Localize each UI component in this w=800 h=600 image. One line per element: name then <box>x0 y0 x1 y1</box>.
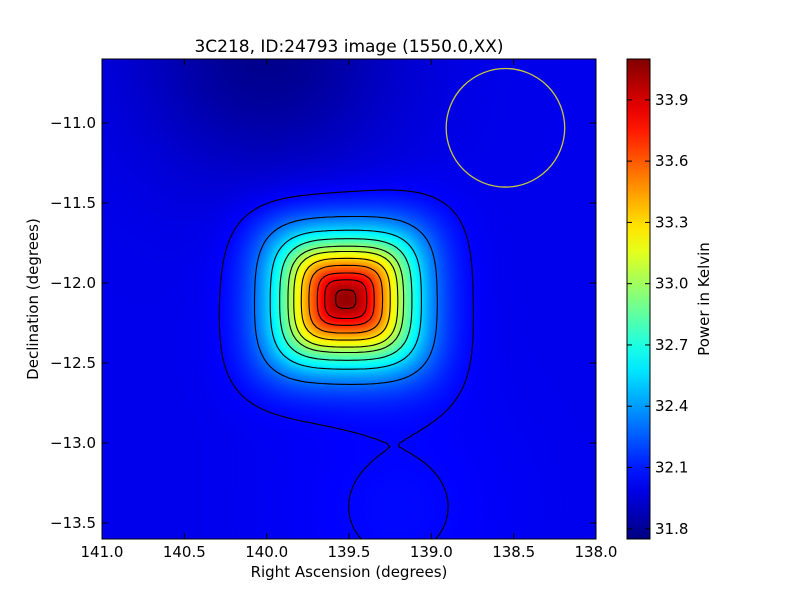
beam-circle-group <box>445 67 566 188</box>
x-tick-label: 139.5 <box>328 543 371 561</box>
contour-level-5 <box>293 250 399 348</box>
y-tick-label: −13.5 <box>50 514 96 532</box>
colorbar-tick-label: 32.7 <box>655 336 688 354</box>
colorbar-tick-label: 32.4 <box>655 397 688 415</box>
x-axis: 141.0 140.5 140.0 139.5 139.0 138.5 138.0 <box>81 59 618 561</box>
contour-level-9 <box>324 279 368 320</box>
x-tick-label: 141.0 <box>81 543 124 561</box>
colorbar-tick-label: 33.9 <box>655 91 688 109</box>
contour-lines <box>218 189 474 539</box>
contour-level-8 <box>316 272 375 326</box>
colorbar <box>626 58 651 540</box>
contour-level-4 <box>287 245 405 354</box>
x-tick-label: 140.5 <box>163 543 206 561</box>
y-tick-label: −12.0 <box>50 274 96 292</box>
colorbar-label: Power in Kelvin <box>695 242 713 356</box>
y-tick-label: −11.0 <box>50 114 96 132</box>
chart-title: 3C218, ID:24793 image (1550.0,XX) <box>194 37 503 57</box>
x-axis-label: Right Ascension (degrees) <box>251 563 448 581</box>
x-tick-label: 140.0 <box>245 543 288 561</box>
contour-level-2 <box>269 229 422 370</box>
colorbar-tick-label: 33.0 <box>655 275 688 293</box>
colorbar-tick-label: 32.1 <box>655 459 688 477</box>
y-tick-label: −12.5 <box>50 354 96 372</box>
heatmap-image <box>102 59 596 539</box>
colorbar-tick-label: 33.6 <box>655 152 688 170</box>
y-axis-label: Declination (degrees) <box>24 218 42 380</box>
heatmap-raster <box>102 59 596 539</box>
colorbar-tick-label: 31.8 <box>655 520 688 538</box>
x-tick-label: 139.0 <box>410 543 453 561</box>
x-tick-label: 138.5 <box>492 543 535 561</box>
y-axis: −11.0 −11.5 −12.0 −12.5 −13.0 −13.5 <box>50 114 596 532</box>
contour-level-0 <box>218 189 474 539</box>
contour-level-6 <box>300 257 391 341</box>
y-tick-label: −11.5 <box>50 194 96 212</box>
contour-level-3 <box>279 238 413 361</box>
x-tick-label: 138.0 <box>575 543 618 561</box>
contour-level-10 <box>335 289 357 309</box>
colorbar-tick-label: 33.3 <box>655 213 688 231</box>
contour-level-7 <box>308 264 384 334</box>
contour-level-1 <box>253 215 438 385</box>
colorbar-axis: 31.8 32.1 32.4 32.7 33.0 33.3 33.6 33.9 <box>627 91 688 538</box>
y-tick-label: −13.0 <box>50 434 96 452</box>
beam-circle <box>445 67 566 188</box>
